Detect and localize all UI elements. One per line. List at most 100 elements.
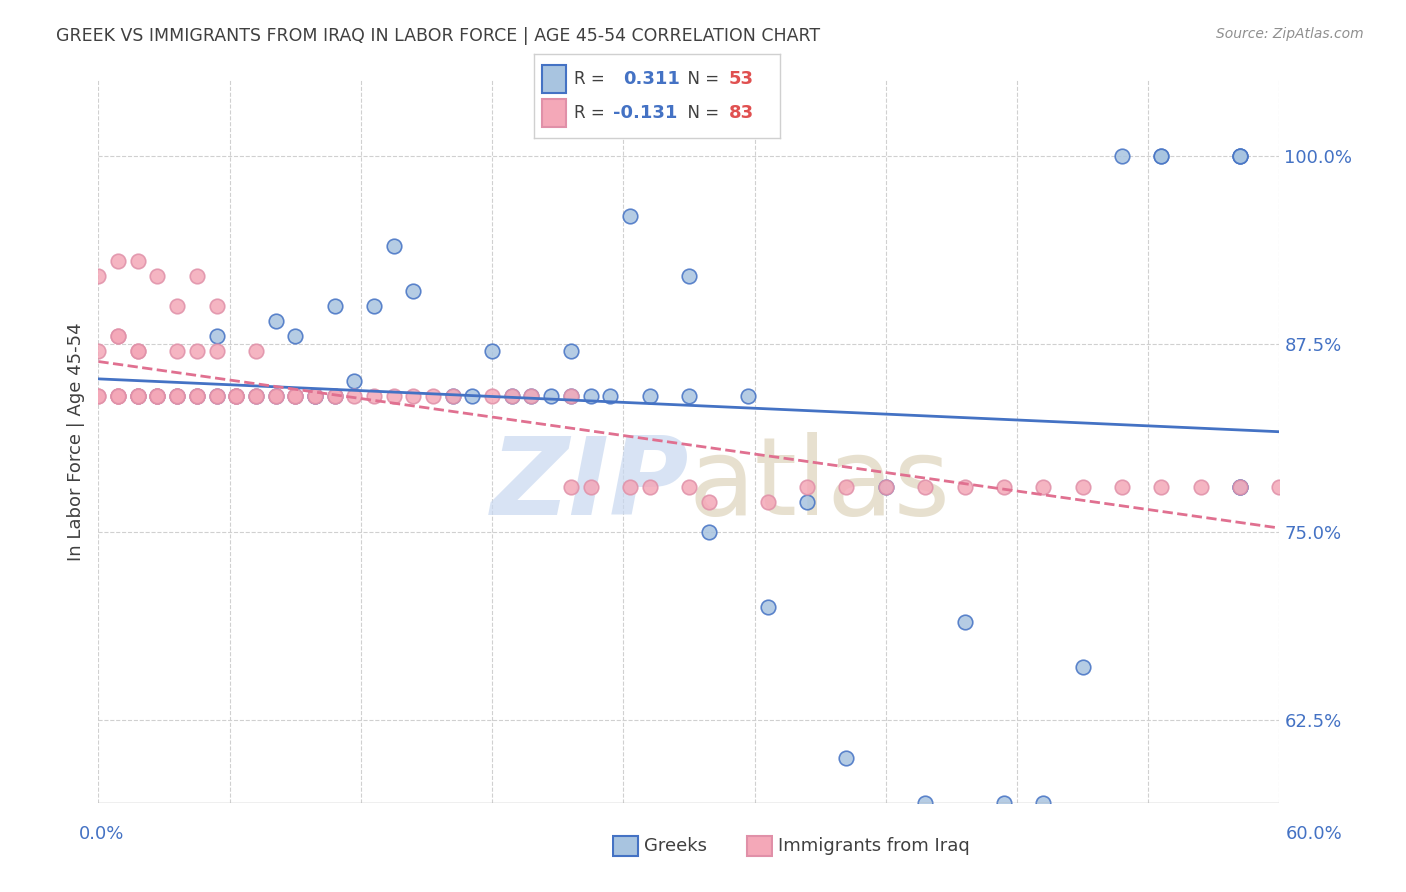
Point: [107, 253, 129, 268]
Point: [540, 389, 562, 403]
Point: [1071, 660, 1094, 674]
Text: N =: N =: [678, 104, 724, 122]
Point: [737, 389, 759, 403]
Point: [1032, 480, 1054, 494]
Point: [225, 389, 247, 403]
Bar: [541, 99, 567, 128]
Point: [1032, 796, 1054, 810]
Point: [501, 389, 523, 403]
Point: [107, 389, 129, 403]
Point: [205, 389, 228, 403]
Point: [127, 344, 149, 359]
Text: Immigrants from Iraq: Immigrants from Iraq: [778, 837, 969, 855]
Point: [697, 494, 720, 508]
Point: [441, 389, 464, 403]
Point: [146, 389, 169, 403]
Point: [579, 389, 602, 403]
Text: -0.131: -0.131: [613, 104, 678, 122]
Point: [481, 389, 503, 403]
Point: [501, 389, 523, 403]
Point: [304, 389, 326, 403]
Point: [875, 480, 897, 494]
Point: [284, 329, 307, 343]
Point: [87, 389, 110, 403]
Point: [107, 389, 129, 403]
Point: [323, 299, 346, 313]
Point: [638, 389, 661, 403]
Text: Greeks: Greeks: [644, 837, 707, 855]
Point: [146, 389, 169, 403]
Point: [1229, 148, 1251, 162]
Point: [914, 480, 936, 494]
Y-axis label: In Labor Force | Age 45-54: In Labor Force | Age 45-54: [66, 322, 84, 561]
Point: [402, 284, 425, 298]
Point: [284, 389, 307, 403]
Point: [205, 389, 228, 403]
Point: [107, 329, 129, 343]
Point: [363, 389, 385, 403]
Point: [560, 389, 582, 403]
Point: [284, 389, 307, 403]
Point: [343, 375, 366, 389]
Point: [205, 329, 228, 343]
Point: [304, 389, 326, 403]
Point: [579, 480, 602, 494]
Point: [1189, 480, 1212, 494]
Point: [1150, 480, 1173, 494]
Point: [1111, 480, 1133, 494]
Bar: [747, 836, 772, 855]
Point: [1150, 148, 1173, 162]
Point: [146, 389, 169, 403]
Point: [835, 480, 858, 494]
Text: 0.311: 0.311: [623, 70, 679, 87]
Point: [638, 480, 661, 494]
Point: [1229, 480, 1251, 494]
Point: [264, 389, 287, 403]
Point: [599, 389, 621, 403]
Point: [1071, 480, 1094, 494]
Text: 0.0%: 0.0%: [79, 825, 124, 843]
Point: [1229, 480, 1251, 494]
Point: [186, 389, 208, 403]
Point: [1150, 148, 1173, 162]
Point: [205, 344, 228, 359]
Point: [107, 329, 129, 343]
Point: [323, 389, 346, 403]
Point: [363, 299, 385, 313]
Point: [245, 389, 267, 403]
Point: [697, 524, 720, 539]
Point: [304, 389, 326, 403]
Point: [953, 615, 976, 630]
Text: Source: ZipAtlas.com: Source: ZipAtlas.com: [1216, 27, 1364, 41]
Point: [914, 796, 936, 810]
Point: [323, 389, 346, 403]
Point: [461, 389, 484, 403]
Point: [186, 389, 208, 403]
Point: [186, 344, 208, 359]
Point: [107, 389, 129, 403]
Point: [245, 389, 267, 403]
Point: [835, 750, 858, 764]
Point: [382, 239, 405, 253]
Point: [520, 389, 543, 403]
Point: [481, 344, 503, 359]
Point: [343, 389, 366, 403]
Text: R =: R =: [574, 104, 610, 122]
Point: [127, 389, 149, 403]
Point: [245, 344, 267, 359]
Point: [304, 389, 326, 403]
Text: GREEK VS IMMIGRANTS FROM IRAQ IN LABOR FORCE | AGE 45-54 CORRELATION CHART: GREEK VS IMMIGRANTS FROM IRAQ IN LABOR F…: [56, 27, 820, 45]
Point: [166, 344, 188, 359]
Point: [166, 299, 188, 313]
Point: [796, 494, 818, 508]
Point: [619, 209, 641, 223]
Point: [87, 268, 110, 283]
Point: [245, 389, 267, 403]
Point: [127, 389, 149, 403]
Text: N =: N =: [678, 70, 724, 87]
Point: [1268, 480, 1291, 494]
Point: [166, 389, 188, 403]
Bar: [613, 836, 638, 855]
Point: [225, 389, 247, 403]
Point: [146, 389, 169, 403]
